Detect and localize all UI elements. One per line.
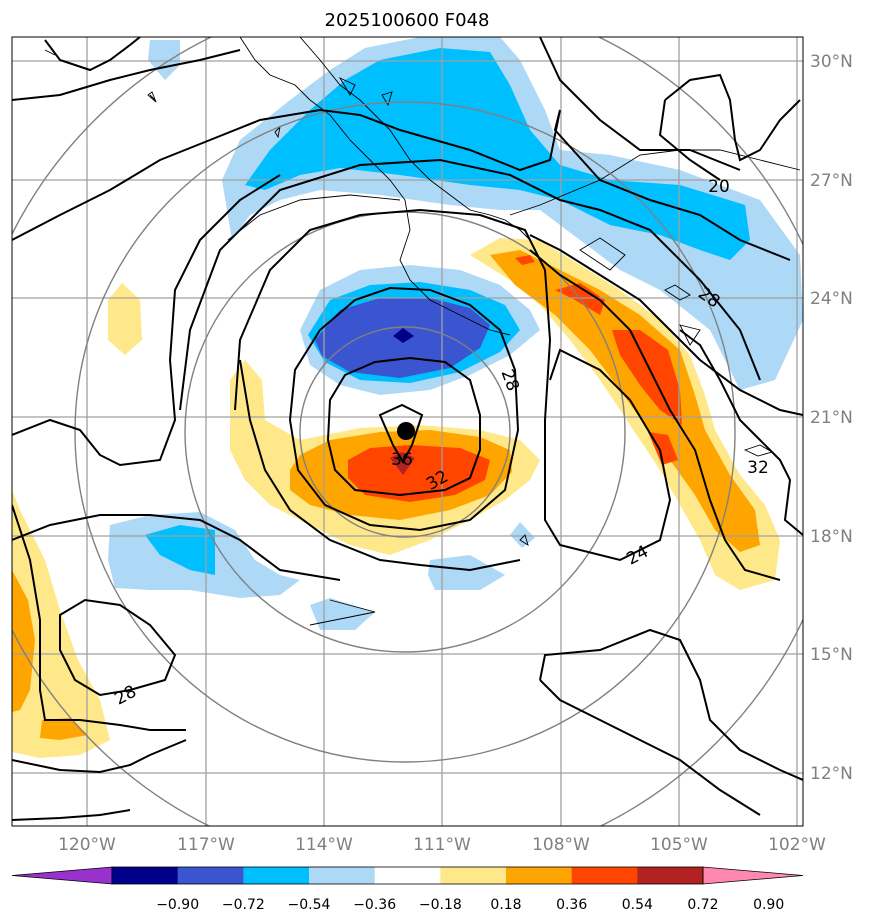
negative-light-area-top bbox=[148, 40, 180, 80]
contour-bottom bbox=[12, 739, 187, 774]
colorbar-tick-label: 0.72 bbox=[687, 897, 718, 913]
lon-label: 108°W bbox=[532, 835, 590, 855]
map-border bbox=[11, 36, 804, 827]
figure-title: 2025100600 F048 bbox=[325, 10, 490, 31]
colorbar-extend-low bbox=[11, 866, 113, 885]
lon-label: 102°W bbox=[768, 835, 826, 855]
positive-light-area-nw bbox=[108, 283, 142, 355]
negative-medium-area-north bbox=[245, 48, 750, 260]
coastlines bbox=[44, 37, 801, 626]
contour-se2 bbox=[539, 679, 761, 816]
colorbar-tick-label: −0.90 bbox=[156, 897, 199, 913]
positive-max-area-core bbox=[390, 452, 415, 475]
lat-label: 15°N bbox=[810, 645, 853, 665]
colorbar-tick-label: 0.18 bbox=[490, 897, 521, 913]
positive-medium-area-west bbox=[12, 570, 88, 740]
contour-label-32-east: 32 bbox=[747, 458, 769, 478]
shaded-field bbox=[12, 37, 803, 758]
negative-max-area-center bbox=[393, 328, 414, 343]
contour-bottom2 bbox=[12, 809, 131, 821]
contour-label-36: 36 bbox=[391, 450, 413, 470]
positive-medium-area-east bbox=[490, 250, 760, 552]
colorbar: −0.90 −0.72 −0.54 −0.36 −0.18 0.18 0.36 0.54 0.7… bbox=[11, 866, 804, 913]
colorbar-tick-label: −0.54 bbox=[288, 897, 331, 913]
negative-light-area-s1 bbox=[428, 555, 505, 590]
range-rings bbox=[12, 37, 803, 826]
contour-se bbox=[539, 628, 803, 781]
lon-label: 105°W bbox=[650, 835, 708, 855]
contour-28-sw bbox=[59, 598, 177, 697]
contour-center-west bbox=[239, 359, 521, 572]
map-panel: 36 32 28 28 24 20 32 28 bbox=[12, 37, 803, 826]
contour-upper bbox=[12, 49, 241, 101]
contour-28 bbox=[288, 286, 520, 532]
contour-east-32 bbox=[529, 249, 781, 581]
contour-ne2 bbox=[658, 99, 721, 181]
contour-top-east bbox=[539, 37, 741, 171]
negative-light-area-s3 bbox=[510, 522, 535, 548]
lat-label: 24°N bbox=[810, 289, 853, 309]
colorbar-segment bbox=[112, 867, 179, 884]
lon-label: 120°W bbox=[58, 835, 116, 855]
latitude-labels: 30°N 27°N 24°N 21°N 18°N 15°N 12°N bbox=[810, 52, 853, 784]
contour-nw bbox=[44, 37, 141, 72]
colorbar-segment bbox=[309, 867, 376, 884]
colorbar-segment bbox=[374, 867, 441, 884]
contour-sw bbox=[12, 174, 281, 467]
colorbar-segment bbox=[506, 867, 573, 884]
colorbar-segment bbox=[243, 867, 310, 884]
contour-ne bbox=[664, 73, 801, 162]
lat-label: 12°N bbox=[810, 764, 853, 784]
colorbar-tick-label: −0.36 bbox=[353, 897, 396, 913]
contour-24 bbox=[234, 208, 672, 562]
longitude-labels: 120°W 117°W 114°W 111°W 108°W 105°W 102°… bbox=[58, 835, 826, 855]
colorbar-segment bbox=[440, 867, 507, 884]
lat-label: 30°N bbox=[810, 52, 853, 72]
lat-label: 21°N bbox=[810, 408, 853, 428]
lat-label: 27°N bbox=[810, 171, 853, 191]
contour-32 bbox=[326, 356, 481, 497]
contour-east-edge bbox=[679, 329, 803, 536]
positive-strong-area-east bbox=[515, 255, 682, 465]
storm-center-dot bbox=[397, 422, 415, 440]
negative-medium-area-sw bbox=[145, 525, 215, 575]
colorbar-segment bbox=[571, 867, 638, 884]
contour-24b bbox=[179, 158, 761, 411]
colorbar-extend-high bbox=[702, 866, 804, 885]
lat-label: 18°N bbox=[810, 527, 853, 547]
contour-east-28 bbox=[529, 234, 803, 416]
contour-w3 bbox=[12, 504, 186, 731]
contour-label-20: 20 bbox=[708, 177, 730, 197]
colorbar-segment bbox=[177, 867, 244, 884]
lon-label: 117°W bbox=[177, 835, 235, 855]
colorbar-segment bbox=[637, 867, 704, 884]
colorbar-tick-label: 0.54 bbox=[622, 897, 653, 913]
contour-w2 bbox=[12, 514, 341, 581]
positive-strong-area-core bbox=[348, 445, 490, 502]
colorbar-outline bbox=[111, 866, 704, 885]
colorbar-tick-label: 0.36 bbox=[556, 897, 587, 913]
contour-36 bbox=[378, 403, 424, 465]
lon-label: 114°W bbox=[295, 835, 353, 855]
contour-20 bbox=[12, 108, 791, 261]
colorbar-tick-label: −0.72 bbox=[222, 897, 265, 913]
colorbar-tick-label: 0.90 bbox=[753, 897, 784, 913]
height-contours bbox=[12, 37, 803, 821]
colorbar-tick-label: −0.18 bbox=[419, 897, 462, 913]
lon-label: 111°W bbox=[413, 835, 471, 855]
